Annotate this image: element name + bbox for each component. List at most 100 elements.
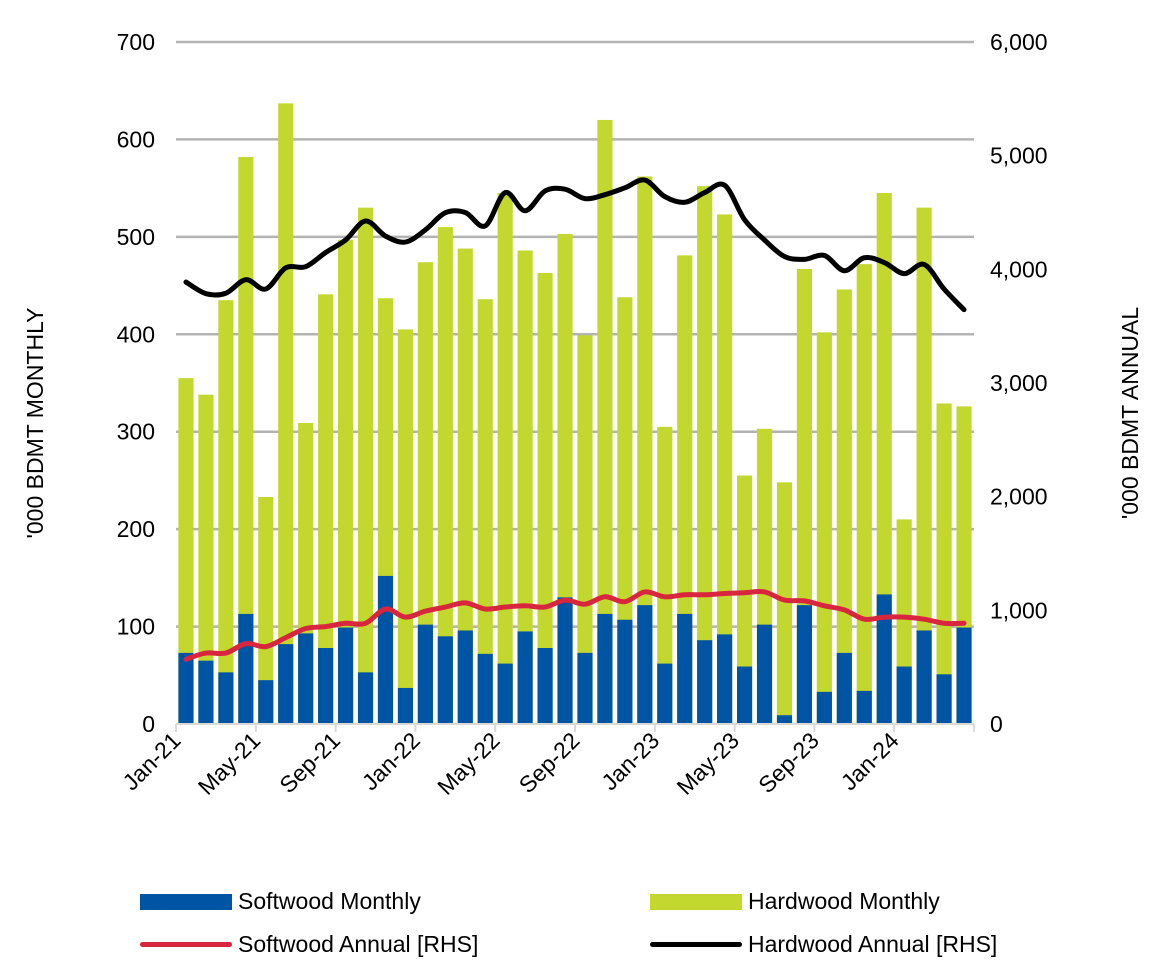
bar-softwood-monthly xyxy=(796,605,813,724)
bar-softwood-monthly xyxy=(856,690,872,724)
bar-softwood-monthly xyxy=(657,663,673,724)
y-right-tick-label: 2,000 xyxy=(990,484,1048,510)
bar-hardwood-monthly xyxy=(278,103,294,724)
x-tick-label: May-23 xyxy=(672,727,745,800)
bar-hardwood-monthly xyxy=(637,176,653,725)
bar-softwood-monthly xyxy=(417,624,433,724)
legend-swatch-softwood-annual xyxy=(140,942,232,947)
bar-hardwood-monthly xyxy=(537,272,553,724)
bar-softwood-monthly xyxy=(278,644,294,724)
x-tick-label: May-21 xyxy=(193,727,266,800)
bar-hardwood-monthly xyxy=(776,482,793,724)
bar-hardwood-monthly xyxy=(936,403,952,724)
y-tick-label: 300 xyxy=(117,419,155,445)
bar-hardwood-monthly xyxy=(717,214,733,724)
bar-softwood-monthly xyxy=(218,672,234,724)
bar-softwood-monthly xyxy=(198,660,214,724)
bar-hardwood-monthly xyxy=(318,294,334,724)
bar-softwood-monthly xyxy=(956,627,972,724)
x-tick-label: Jan-24 xyxy=(836,727,904,795)
y-right-tick-label: 1,000 xyxy=(990,597,1048,623)
legend-swatch-hardwood-annual xyxy=(650,942,742,947)
bar-hardwood-monthly xyxy=(677,255,693,724)
bar-hardwood-monthly xyxy=(597,119,613,724)
y-right-tick-label: 4,000 xyxy=(990,256,1048,282)
x-tick-label: May-22 xyxy=(432,727,505,800)
bar-hardwood-monthly xyxy=(916,207,932,725)
bar-hardwood-monthly xyxy=(497,193,513,724)
bar-softwood-monthly xyxy=(517,631,533,724)
bar-softwood-monthly xyxy=(437,636,453,724)
bar-softwood-monthly xyxy=(377,575,394,724)
bar-hardwood-monthly xyxy=(736,475,753,724)
bar-hardwood-monthly xyxy=(856,264,872,724)
legend-item-softwood-annual: Softwood Annual [RHS] xyxy=(140,931,478,958)
bar-softwood-monthly xyxy=(557,597,573,724)
bar-hardwood-monthly xyxy=(816,332,832,724)
bar-softwood-monthly xyxy=(577,652,593,724)
bar-hardwood-monthly xyxy=(657,426,673,724)
y-tick-label: 100 xyxy=(117,614,155,640)
line-softwood-annual xyxy=(183,588,967,662)
bar-softwood-monthly xyxy=(736,666,753,724)
legend-label: Hardwood Monthly xyxy=(748,888,940,914)
bar-softwood-monthly xyxy=(357,672,374,724)
bar-softwood-monthly xyxy=(497,663,513,724)
y-axis-title: '000 BDMT MONTHLY xyxy=(22,307,48,538)
bar-hardwood-monthly xyxy=(218,300,234,724)
y-tick-label: 400 xyxy=(117,321,155,347)
bar-softwood-monthly xyxy=(637,605,653,724)
bar-softwood-monthly xyxy=(776,715,793,724)
bar-softwood-monthly xyxy=(936,674,952,724)
x-tick-label: Jan-23 xyxy=(596,727,664,795)
x-tick-label: Sep-22 xyxy=(514,727,585,798)
bar-hardwood-monthly xyxy=(876,193,892,724)
bar-hardwood-monthly xyxy=(477,299,493,724)
bar-softwood-monthly xyxy=(337,627,354,724)
bar-softwood-monthly xyxy=(597,613,613,724)
y-tick-label: 200 xyxy=(117,516,155,542)
bar-hardwood-monthly xyxy=(577,335,593,724)
bar-hardwood-monthly xyxy=(178,378,194,724)
bar-hardwood-monthly xyxy=(836,289,852,724)
bar-softwood-monthly xyxy=(836,652,852,724)
y-right-tick-label: 3,000 xyxy=(990,370,1048,396)
bar-softwood-monthly xyxy=(756,624,773,724)
y-right-axis-title: '000 BDMT ANNUAL xyxy=(1117,307,1143,520)
legend-item-hardwood-annual: Hardwood Annual [RHS] xyxy=(650,931,997,958)
bar-softwood-monthly xyxy=(916,630,932,724)
bar-hardwood-monthly xyxy=(238,156,254,725)
bar-softwood-monthly xyxy=(617,619,633,724)
bar-hardwood-monthly xyxy=(617,297,633,724)
bar-hardwood-monthly xyxy=(198,394,214,724)
y-right-tick-label: 6,000 xyxy=(990,29,1048,55)
y-right-tick-label: 0 xyxy=(990,711,1003,737)
x-tick-label: Sep-21 xyxy=(274,727,345,798)
y-tick-label: 0 xyxy=(142,711,155,737)
y-right-tick-label: 5,000 xyxy=(990,143,1048,169)
legend-label: Hardwood Annual [RHS] xyxy=(748,931,998,957)
y-tick-label: 500 xyxy=(117,224,155,250)
legend-item-softwood-monthly: Softwood Monthly xyxy=(140,888,421,915)
bar-hardwood-monthly xyxy=(337,239,354,724)
bar-softwood-monthly xyxy=(318,648,334,724)
bar-hardwood-monthly xyxy=(258,496,274,724)
bar-softwood-monthly xyxy=(816,691,832,724)
bar-softwood-monthly xyxy=(896,666,912,724)
y-tick-label: 600 xyxy=(117,126,155,152)
legend-label: Softwood Annual [RHS] xyxy=(238,931,479,957)
bar-softwood-monthly xyxy=(537,648,553,724)
line-hardwood-annual xyxy=(183,177,967,313)
bar-hardwood-monthly xyxy=(397,329,414,724)
bar-hardwood-monthly xyxy=(357,207,374,725)
bar-hardwood-monthly xyxy=(697,186,713,725)
bar-softwood-monthly xyxy=(457,630,473,724)
legend-item-hardwood-monthly: Hardwood Monthly xyxy=(650,888,940,915)
bar-hardwood-monthly xyxy=(437,227,453,724)
x-tick-label: Jan-22 xyxy=(357,727,425,795)
legend-swatch-hardwood-monthly xyxy=(650,893,742,910)
bar-softwood-monthly xyxy=(238,613,254,724)
bar-softwood-monthly xyxy=(677,613,693,724)
bar-softwood-monthly xyxy=(397,687,414,724)
